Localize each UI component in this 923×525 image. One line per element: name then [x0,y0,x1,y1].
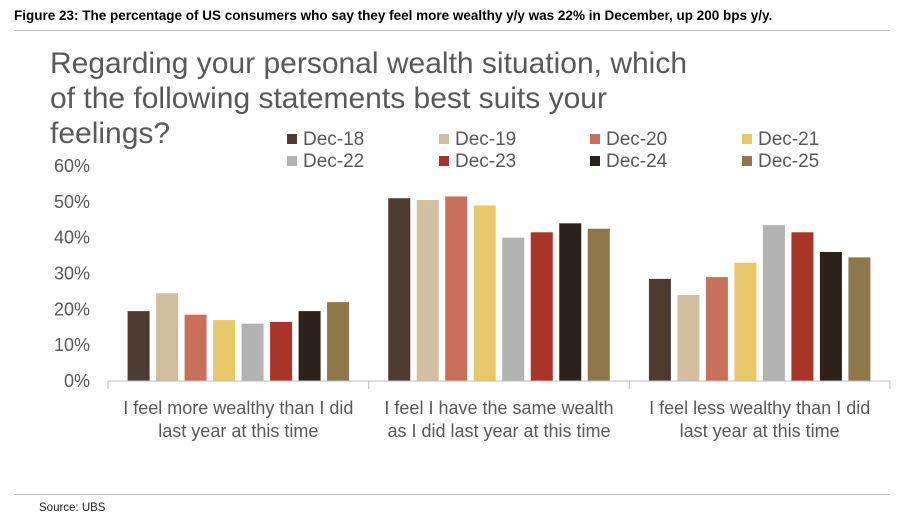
x-category-label: as I did last year at this time [387,421,610,441]
x-category-label: I feel I have the same wealth [384,398,613,418]
bar-dec-18 [648,278,671,381]
bar-dec-20 [184,314,207,381]
figure-caption: Figure 23: The percentage of US consumer… [14,8,773,23]
legend-label: Dec-24 [606,151,668,172]
legend-swatch [742,156,752,166]
chart-title-line-2: of the following statements best suits y… [50,82,607,115]
y-tick-label: 50% [54,192,90,212]
bar-dec-19 [677,295,700,381]
bottom-divider [14,494,890,495]
legend-label: Dec-25 [758,151,819,172]
x-category-label: last year at this time [158,421,318,441]
legend-swatch [287,134,297,144]
y-tick-label: 0% [64,371,90,391]
y-tick-label: 10% [54,335,90,355]
legend-label: Dec-21 [758,129,819,150]
bar-dec-24 [559,223,582,381]
bar-dec-21 [213,320,236,381]
legend-label: Dec-23 [455,151,516,172]
legend-swatch [742,134,752,144]
bar-dec-23 [530,232,553,381]
chart-title-line-1: Regarding your personal wealth situation… [50,47,687,80]
bar-dec-18 [388,198,411,381]
legend-swatch [439,156,449,166]
legend-label: Dec-22 [303,151,364,172]
source-note: Source: UBS [39,502,106,514]
y-tick-label: 40% [54,228,90,248]
bar-dec-22 [241,323,264,381]
y-tick-label: 30% [54,264,90,284]
legend-label: Dec-19 [455,129,516,150]
bar-dec-22 [502,237,525,381]
x-category-label: I feel more wealthy than I did [123,398,353,418]
x-category-label: last year at this time [680,421,840,441]
bar-dec-23 [270,321,293,381]
bar-dec-21 [473,205,496,381]
bar-dec-24 [819,252,842,381]
bar-dec-21 [734,262,757,381]
legend-swatch [287,156,297,166]
x-category-label: I feel less wealthy than I did [649,398,870,418]
bar-dec-24 [298,311,321,381]
bar-dec-20 [445,196,468,381]
chart-title-line-3: feelings? [50,117,170,150]
bar-dec-23 [791,232,814,381]
bar-dec-25 [587,228,610,381]
bar-dec-19 [156,293,179,381]
legend-label: Dec-20 [606,129,667,150]
bar-chart: Regarding your personal wealth situation… [50,47,891,441]
y-tick-label: 20% [54,299,90,319]
legend-label: Dec-18 [303,129,364,150]
legend-swatch [590,156,600,166]
bar-dec-20 [705,277,728,381]
top-divider [14,30,890,31]
legend-swatch [590,134,600,144]
bar-dec-22 [762,225,785,381]
bar-dec-25 [327,302,350,381]
bar-dec-25 [848,257,871,381]
bar-dec-19 [416,200,439,381]
y-tick-label: 60% [54,156,90,176]
legend-swatch [439,134,449,144]
bar-dec-18 [127,311,150,381]
